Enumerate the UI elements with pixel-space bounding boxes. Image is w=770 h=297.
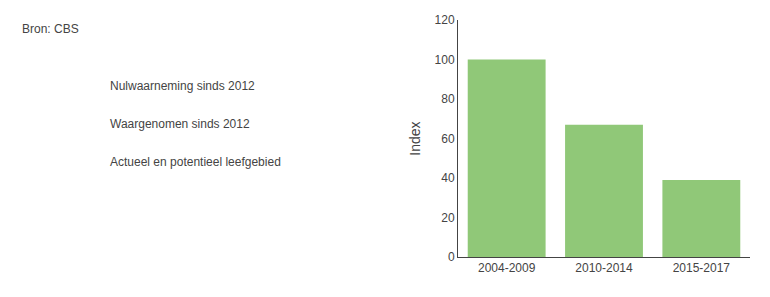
svg-text:Actueel en potentieel leefgebi: Actueel en potentieel leefgebied: [110, 155, 281, 169]
svg-text:80: 80: [441, 92, 455, 106]
svg-text:0: 0: [448, 250, 455, 264]
svg-text:2010-2014: 2010-2014: [575, 261, 633, 275]
svg-text:100: 100: [435, 53, 455, 67]
svg-text:40: 40: [441, 171, 455, 185]
svg-text:60: 60: [441, 132, 455, 146]
svg-text:Bron: CBS: Bron: CBS: [22, 22, 79, 36]
svg-text:2015-2017: 2015-2017: [673, 261, 731, 275]
svg-text:20: 20: [441, 211, 455, 225]
svg-text:120: 120: [435, 13, 455, 27]
svg-text:Nulwaarneming sinds 2012: Nulwaarneming sinds 2012: [110, 79, 255, 93]
svg-text:Index: Index: [407, 121, 423, 155]
svg-text:2004-2009: 2004-2009: [478, 261, 536, 275]
svg-text:Waargenomen sinds 2012: Waargenomen sinds 2012: [110, 117, 250, 131]
